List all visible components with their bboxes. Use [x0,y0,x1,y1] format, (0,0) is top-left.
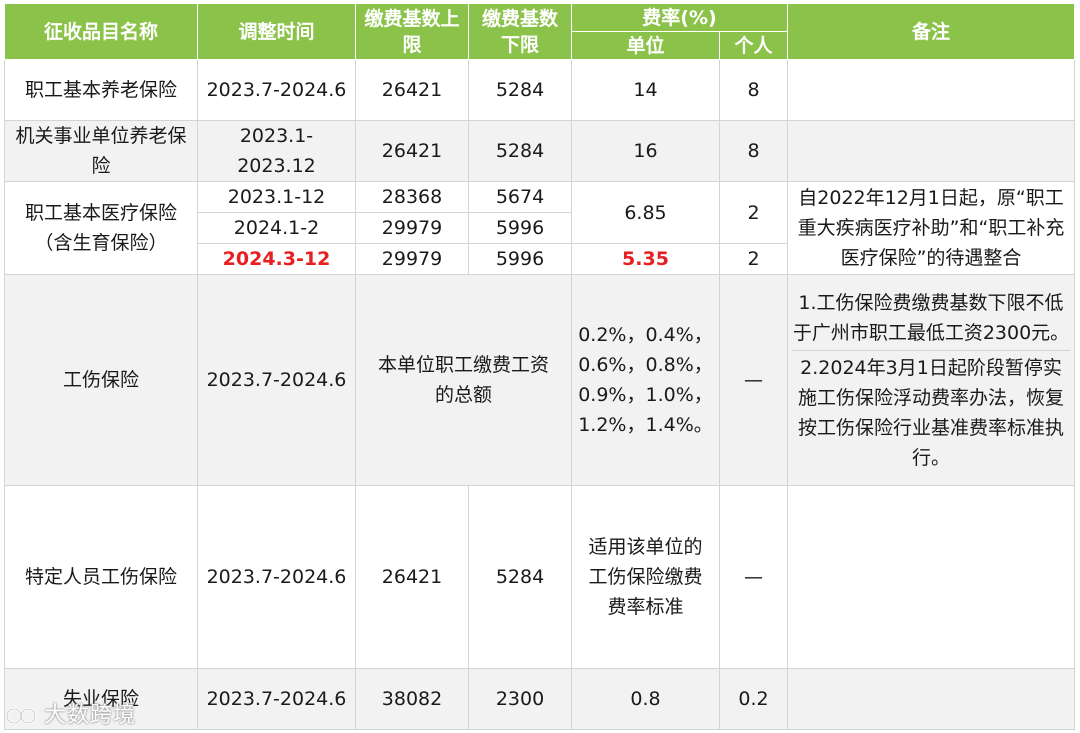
cell-rate-unit: 0.2%，0.4%，0.6%，0.8%，0.9%，1.0%，1.2%，1.4%。 [571,274,720,486]
cell-period: 2024.1-2 [197,212,356,244]
cell-rate-person: 2 [719,181,788,244]
header-period: 调整时间 [197,3,356,60]
cell-note: 自2022年12月1日起，原“职工重大疾病医疗补助”和“职工补充医疗保险”的待遇… [787,181,1075,275]
cell-note [787,668,1075,730]
cell-name: 机关事业单位养老保险 [4,120,198,182]
cell-rate-unit: 14 [571,59,720,121]
cell-upper: 38082 [355,668,469,730]
cell-note [787,59,1075,121]
watermark-logo-icon [6,707,37,725]
cell-upper: 26421 [355,485,469,669]
header-rate-unit: 单位 [571,31,720,60]
cell-rate-person: 0.2 [719,668,788,730]
cell-upper: 29979 [355,243,469,275]
cell-rate-unit: 适用该单位的工伤保险缴费费率标准 [571,485,720,669]
note-item: 2.2024年3月1日起阶段暂停实施工伤保险浮动费率办法，恢复按工伤保险行业基准… [797,356,1064,469]
cell-period: 2023.7-2024.6 [197,274,356,486]
cell-rate-unit: 16 [571,120,720,182]
cell-rate-unit: 0.8 [571,668,720,730]
cell-upper: 29979 [355,212,469,244]
cell-lower: 5996 [468,243,572,275]
cell-lower: 5996 [468,212,572,244]
cell-lower: 5284 [468,59,572,121]
header-upper: 缴费基数上限 [355,3,469,60]
cell-lower: 5284 [468,485,572,669]
table-row: 2024.3-12 29979 5996 5.35 2 [5,243,1075,275]
cell-rate-unit-highlight: 5.35 [571,243,720,275]
cell-rate-person: 2 [719,243,788,275]
table-row: 失业保险 2023.7-2024.6 38082 2300 0.8 0.2 [4,668,1075,730]
cell-rate-person: 8 [719,120,788,182]
header-rate-person: 个人 [719,31,788,60]
cell-name: 职工基本医疗保险（含生育保险） [4,181,198,275]
header-rate: 费率(%) [571,3,788,32]
table-row: 2024.1-2 29979 5996 [5,212,1075,244]
cell-name: 特定人员工伤保险 [4,485,198,669]
cell-upper: 26421 [355,59,469,121]
table-row: 机关事业单位养老保险 2023.1-2023.12 26421 5284 16 … [4,120,1075,182]
cell-rate-unit: 6.85 [571,181,720,244]
cell-period: 2023.7-2024.6 [197,485,356,669]
table-row: 工伤保险 2023.7-2024.6 本单位职工缴费工资的总额 0.2%，0.4… [4,274,1075,486]
cell-period: 2023.7-2024.6 [197,59,356,121]
cell-rate-person: 8 [719,59,788,121]
cell-period: 2023.7-2024.6 [197,668,356,730]
cell-base: 本单位职工缴费工资的总额 [355,274,572,486]
cell-rate-person: — [719,485,788,669]
cell-lower: 5284 [468,120,572,182]
cell-upper: 28368 [355,181,469,213]
cell-note: 1.工伤保险费缴费基数下限不低于广州市职工最低工资2300元。 2.2024年3… [787,274,1075,486]
insurance-rate-table: 征收品目名称 调整时间 缴费基数上限 缴费基数下限 费率(%) 备注 单位 个人… [4,3,1075,730]
cell-period: 2023.1-2023.12 [197,120,356,182]
cell-name: 失业保险 [4,668,198,730]
cell-lower: 2300 [468,668,572,730]
cell-upper: 26421 [355,120,469,182]
header-note: 备注 [787,3,1075,60]
table-row: 职工基本医疗保险（含生育保险） 2023.1-12 28368 5674 6.8… [4,181,1075,275]
cell-rate-person: — [719,274,788,486]
cell-note [787,485,1075,669]
watermark: 大数跨境 [6,697,136,729]
cell-note [787,120,1075,182]
table-row: 特定人员工伤保险 2023.7-2024.6 26421 5284 适用该单位的… [4,485,1075,669]
watermark-text: 大数跨境 [44,703,137,728]
table-row: 职工基本养老保险 2023.7-2024.6 26421 5284 14 8 [4,59,1075,121]
cell-name: 职工基本养老保险 [4,59,198,121]
note-item: 1.工伤保险费缴费基数下限不低于广州市职工最低工资2300元。 [792,288,1070,351]
header-lower: 缴费基数下限 [468,3,572,60]
cell-period-highlight: 2024.3-12 [197,243,356,275]
cell-name: 工伤保险 [4,274,198,486]
cell-lower: 5674 [468,181,572,213]
header-name: 征收品目名称 [4,3,198,60]
cell-period: 2023.1-12 [197,181,356,213]
